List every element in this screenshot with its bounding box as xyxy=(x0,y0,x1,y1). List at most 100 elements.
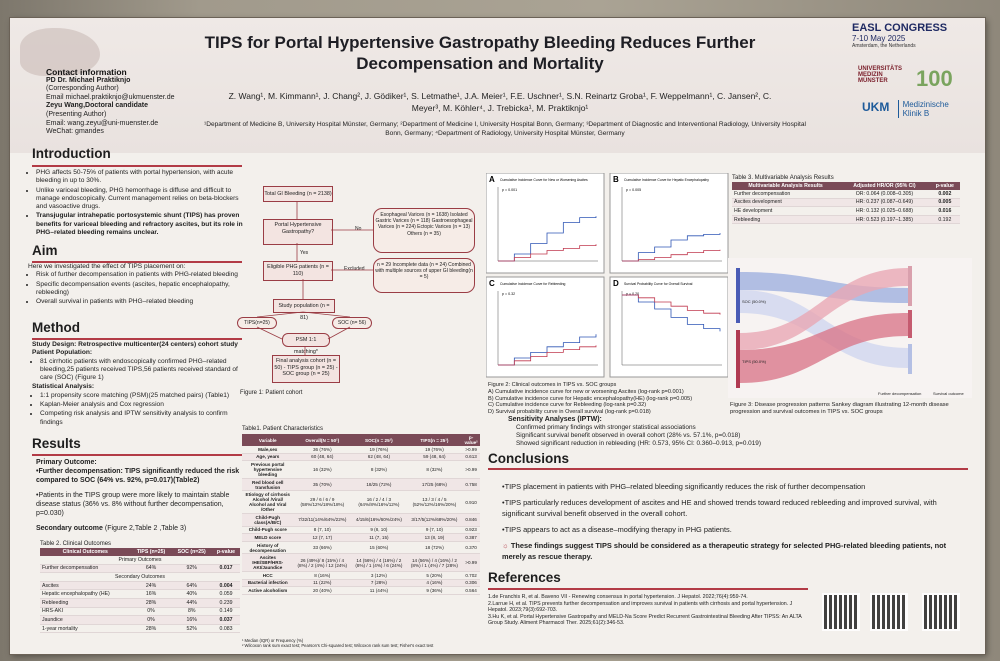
table-cell: Ascites xyxy=(40,581,131,591)
aim-intro: Here we investigated the effect of TIPS … xyxy=(28,263,186,270)
table-header-cell: SOC (n=25) xyxy=(171,548,212,556)
table-row: 1-year mortality 28% 52% 0.083 xyxy=(40,624,240,634)
divider xyxy=(32,261,242,263)
flow-yes-label: Yes xyxy=(300,250,309,256)
table1-footnote: ² Wilcoxon rank sum exact test; Pearson'… xyxy=(242,643,434,648)
km-panel xyxy=(609,173,729,274)
anniversary-logo-icon: 100 xyxy=(916,66,953,91)
table-header-cell: Clinical Outcomes xyxy=(40,548,131,556)
easl-place: Amsterdam, the Netherlands xyxy=(852,43,916,49)
table-cell: 28% xyxy=(130,598,172,608)
table-row: Ascites IHE/SBP/HRS-AKI/Jaundice 26 (49%)… xyxy=(242,553,480,572)
table-cell: Red blood cell transfusion xyxy=(242,478,294,492)
flow-eligible-box: Eligible PHG patients (n = 110) xyxy=(263,261,333,281)
table-header-cell: Overall(N = 50¹) xyxy=(293,434,352,446)
table-cell: 17/25 (68%) xyxy=(406,478,463,492)
figure1-caption: Figure 1: Patient cohort xyxy=(240,390,303,396)
table-cell: 0.037 xyxy=(211,615,240,625)
table-row: MELD score 12 (7, 17) 11 (7, 15) 13 (8, 19)… xyxy=(242,533,480,542)
table-cell: Further decompensation xyxy=(40,564,131,574)
table-cell: 36 (76%) xyxy=(293,446,352,454)
contact-line: (Corresponding Author) xyxy=(46,85,119,93)
table-cell: 0.758 xyxy=(462,478,480,492)
stats-bullet: Kaplan-Meier analysis and Cox regression xyxy=(40,401,252,409)
table-header-cell: Adjusted HR/OR (95% CI) xyxy=(839,182,930,190)
sensitivity-line: Confirmed primary findings with stronger… xyxy=(516,424,696,431)
table-cell: 0.910 xyxy=(462,490,480,514)
km-curve xyxy=(498,216,597,262)
table-cell: 9 (7, 10) xyxy=(406,526,463,535)
figure2-caption: Figure 2: Clinical outcomes in TIPS vs. … xyxy=(488,382,728,416)
table-cell: 0.387 xyxy=(462,533,480,542)
poster-header: Contact information PD Dr. Michael Prakt… xyxy=(10,18,985,153)
table-cell: 0.923 xyxy=(462,526,480,535)
divider xyxy=(32,454,242,456)
table-cell: 29 / 6 / 6 / 9 (58%/12%/18%/18%) xyxy=(293,490,352,514)
table-cell: Child-Pugh score xyxy=(242,526,294,535)
km-curve xyxy=(498,244,597,262)
patient-characteristics-table: Variable Overall(N = 50¹) SOC(n = 25¹) TIPS… xyxy=(242,434,480,595)
poster-title: TIPS for Portal Hypertensive Gastropathy… xyxy=(204,33,756,73)
km-panel-pvalue: p = 0.005 xyxy=(626,188,641,192)
contact-line: PD Dr. Michael Praktiknjo xyxy=(46,76,131,84)
table-cell: 8 (16%) xyxy=(293,571,352,580)
table-cell: Ascites development xyxy=(732,198,840,208)
table-row: Rebleeding 28% 44% 0.239 xyxy=(40,598,240,608)
aim-bullet: Specific decompensation events (ascites,… xyxy=(36,281,250,298)
table-cell: >0.99 xyxy=(462,446,480,454)
flow-tips-group: TIPS(n=25) xyxy=(237,317,277,329)
liver-logo-icon xyxy=(20,28,100,76)
qr-code-icon xyxy=(922,593,960,631)
divider xyxy=(32,165,242,167)
aim-heading: Aim xyxy=(32,243,58,258)
contact-line: (Presenting Author) xyxy=(46,110,107,118)
table-cell: Previous portal hypertensive bleeding xyxy=(242,460,294,479)
table-cell: 0.017 xyxy=(211,564,240,574)
table-cell: 26 (49%)/ 8 (15%) / 4 (8%) / 2 (4%) / 12… xyxy=(293,553,352,572)
flow-excluded-varices: Esophageal Varices (n = 1638) Isolated G… xyxy=(373,208,475,253)
km-panel-title: Cumulative Incidence Curve for Rebleedin… xyxy=(500,282,566,286)
table-cell: 64% xyxy=(130,564,172,574)
table-cell: 0.239 xyxy=(211,598,240,608)
sensitivity-line: Showed significant reduction in rebleedi… xyxy=(516,440,761,447)
table-cell: 44% xyxy=(171,598,212,608)
sensitivity-heading: Sensitivity Analyses (IPTW): xyxy=(508,416,602,423)
uni-logo-text: UNIVERSITÄTS MEDIZIN MÜNSTER xyxy=(858,66,903,84)
contact-heading: Contact information xyxy=(46,67,127,77)
table-cell: History of decompensation xyxy=(242,541,294,555)
table-section-label: Primary Outcomes xyxy=(40,556,240,565)
table1-caption: Table1. Patient Characteristics xyxy=(242,426,324,432)
table-row: Previous portal hypertensive bleeding 16 … xyxy=(242,460,480,479)
method-text: Study Design: Retrospective multicenter(… xyxy=(32,341,252,428)
table-cell: 12 (7, 17) xyxy=(293,533,352,542)
authors: Z. Wang¹, M. Kimmann¹, J. Chang², J. Göd… xyxy=(228,91,772,113)
conclusions-heading: Conclusions xyxy=(488,451,570,466)
table-cell: OR: 0.064 (0.008–0.305) xyxy=(839,190,930,199)
sankey-label-soc: SOC (50.0%) xyxy=(742,299,766,304)
table-cell: Rebleeding xyxy=(40,598,131,608)
sankey-diagram: SOC (50.0%) TIPS (50.0%) Further decompe… xyxy=(728,258,972,398)
table-cell: 0.192 xyxy=(929,215,960,225)
table-cell: HR: 0.237 (0.087–0.649) xyxy=(839,198,930,208)
km-curve xyxy=(622,233,721,262)
introduction-text: PHG affects 50-75% of patients with port… xyxy=(28,169,250,238)
contact-line: Email michael.praktiknjo@ukmuenster.de xyxy=(46,93,175,101)
table-header-cell: Multivariable Analysis Results xyxy=(732,182,840,190)
table-cell: 16 (32%) xyxy=(293,460,352,479)
table-cell: Ascites IHE/SBP/HRS-AKI/Jaundice xyxy=(242,553,294,572)
divider xyxy=(488,468,968,470)
table-cell: Rebleeding xyxy=(732,215,840,225)
table-cell: 24% xyxy=(130,581,172,591)
km-panel-label: D xyxy=(613,279,619,288)
table-cell: Male,sex xyxy=(242,446,294,454)
table-cell: 3/17/5(12%/68%/20%) xyxy=(406,513,463,527)
table-cell: 64% xyxy=(171,581,212,591)
table-cell: 13 / 3 / 4 / 5 (52%/12%/16%/20%) xyxy=(406,490,463,514)
conclusions-text: •TIPS placement in patients with PHG–rel… xyxy=(502,481,962,567)
ukm-text: UKM xyxy=(862,100,890,115)
references-heading: References xyxy=(488,570,561,585)
flow-excluded-label: Excluded xyxy=(344,266,365,272)
table-cell: 60 (48, 64) xyxy=(293,453,352,462)
aim-bullet: Overall survival in patients with PHG–re… xyxy=(36,298,250,306)
table-row: Hepatic encephalopathy (HE) 16% 40% 0.059 xyxy=(40,589,240,599)
